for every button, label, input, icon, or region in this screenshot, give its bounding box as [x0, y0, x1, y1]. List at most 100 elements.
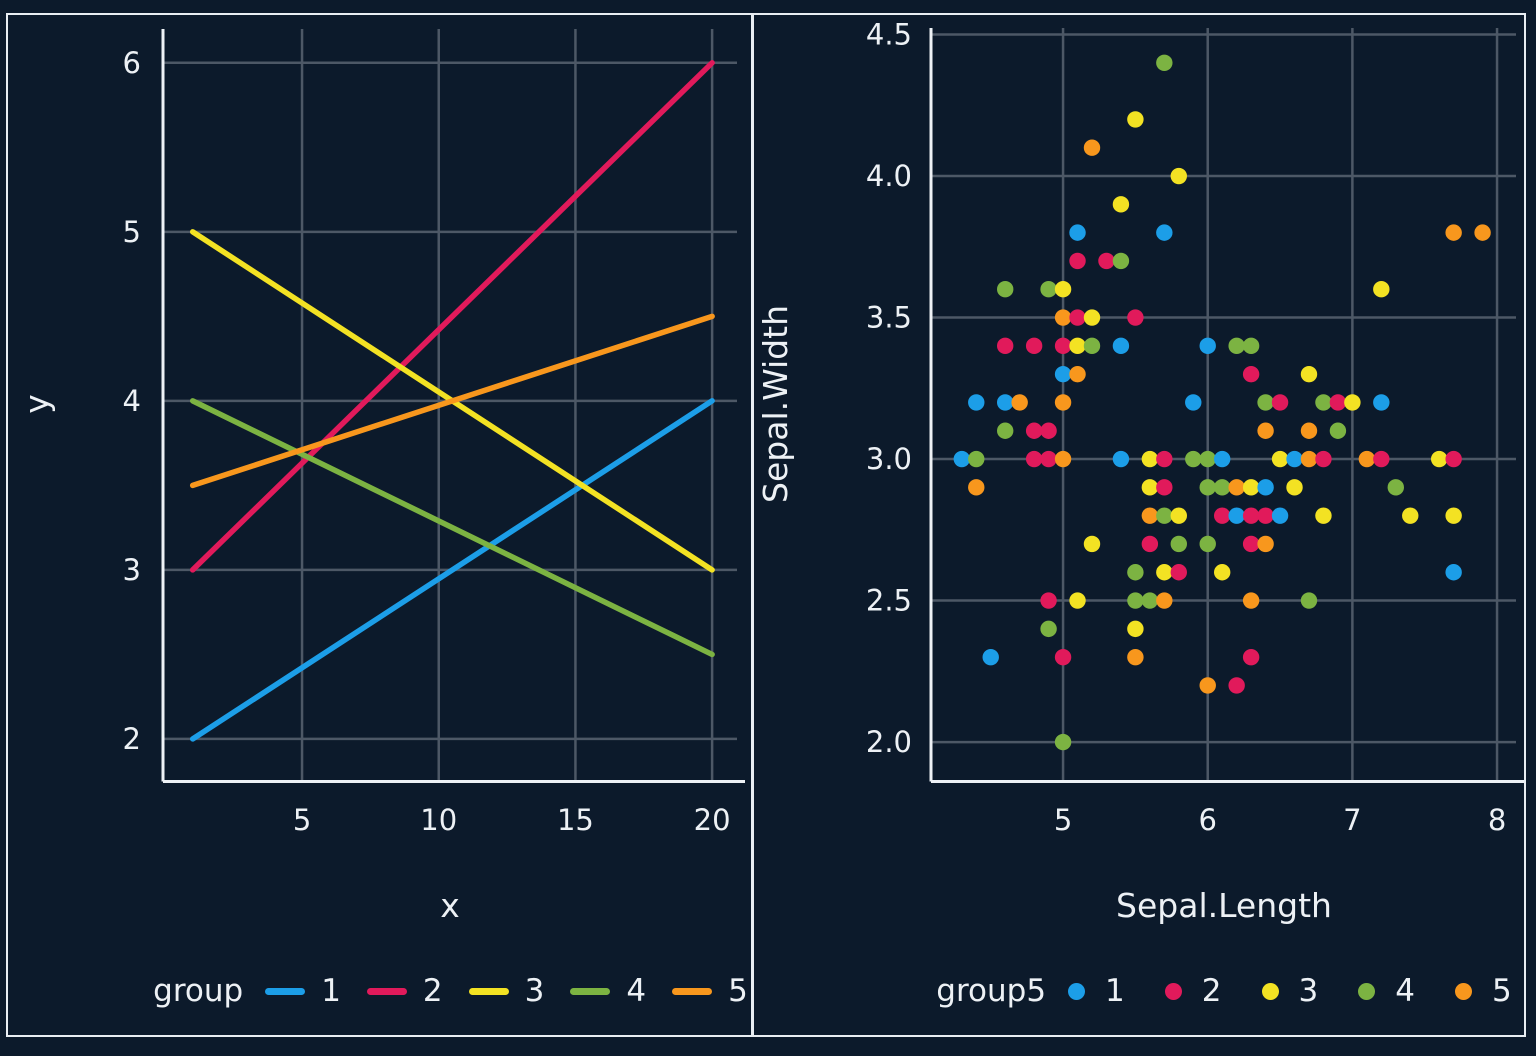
scatter-point: [1011, 394, 1028, 411]
legend-label: 5: [1491, 973, 1512, 1009]
scatter-point: [1199, 479, 1216, 496]
x-tick-label: 5: [293, 803, 311, 837]
legend-item-5: 5: [1454, 973, 1512, 1009]
scatter-point: [1141, 450, 1159, 468]
x-tick-label: 6: [1198, 803, 1216, 837]
scatter-point: [1445, 224, 1462, 241]
legend-swatch: [570, 987, 611, 995]
x-axis-title: Sepal.Length: [1116, 886, 1332, 925]
y-tick-label: 4: [123, 384, 141, 418]
legend-swatch: [1454, 982, 1472, 1000]
series-line-group-5: [189, 313, 715, 489]
x-tick-label: 8: [1488, 803, 1506, 837]
scatter-point: [1083, 309, 1101, 326]
scatter-point: [1083, 337, 1101, 355]
scatter-point: [982, 648, 999, 666]
legend-swatch: [1164, 982, 1182, 1000]
legend-item-1: 1: [265, 973, 341, 1009]
scatter-point: [1112, 252, 1130, 270]
scatter-point: [1228, 677, 1245, 694]
scatter-point: [1054, 450, 1072, 468]
y-tick-label: 2: [123, 722, 141, 756]
scatter-point: [1199, 450, 1216, 468]
scatter-point: [1271, 450, 1289, 468]
legend-label: 1: [321, 973, 341, 1009]
legend-item-2: 2: [1164, 973, 1222, 1009]
scatter-point: [1083, 139, 1101, 156]
scatter-point: [996, 394, 1014, 411]
legend-item-3: 3: [1261, 973, 1318, 1009]
legend-label: 5: [728, 973, 748, 1009]
scatter-point: [1286, 479, 1303, 496]
scatter-point: [1141, 479, 1159, 496]
scatter-point: [1141, 535, 1159, 553]
legend-label: 4: [626, 973, 647, 1009]
x-tick-label: 5: [1054, 803, 1072, 837]
scatter-point: [1069, 309, 1086, 326]
legend-item-2: 2: [366, 973, 443, 1009]
scatter-point: [1329, 394, 1347, 411]
outer-frame: [6, 13, 1526, 1037]
scatter-point: [1025, 422, 1043, 439]
scatter-point: [1199, 535, 1216, 553]
scatter-point: [1387, 479, 1404, 496]
scatter-point: [1040, 281, 1057, 298]
scatter-point: [1300, 422, 1318, 439]
scatter-point: [968, 394, 985, 411]
series-line-group-1: [189, 398, 715, 742]
scatter-point: [1040, 592, 1057, 609]
scatter-point: [1402, 507, 1419, 524]
scatter-point: [1445, 450, 1462, 468]
scatter-point: [1242, 479, 1260, 496]
scatter-point: [1474, 224, 1491, 241]
y-tick-label: 2.5: [866, 584, 912, 618]
scatter-point: [1069, 224, 1086, 241]
scatter-point: [1112, 196, 1130, 213]
scatter-point: [1257, 479, 1274, 496]
x-axis-title: x: [440, 886, 460, 925]
scatter-point: [1069, 365, 1086, 383]
scatter-point: [1242, 365, 1260, 383]
scatter-point: [1054, 365, 1072, 383]
legend-swatch: [672, 987, 713, 995]
scatter-point: [1054, 337, 1072, 355]
scatter-point: [1242, 337, 1260, 355]
series-line-group-4: [189, 398, 715, 658]
legend-swatch: [468, 987, 509, 995]
scatter-point: [1300, 592, 1318, 609]
scatter-point: [1069, 592, 1086, 609]
scatter-chart-legend: group5 1 2 3 4 5: [932, 963, 1516, 1019]
scatter-point: [1170, 507, 1187, 524]
scatter-point: [1445, 507, 1462, 524]
legend-item-4: 4: [570, 973, 646, 1009]
scatter-point: [1213, 479, 1231, 496]
scatter-point: [1228, 479, 1245, 496]
scatter-point: [1156, 224, 1173, 241]
legend-swatch: [1261, 982, 1279, 1000]
scatter-point: [1170, 535, 1187, 553]
scatter-point: [1127, 564, 1144, 581]
scatter-point: [1199, 337, 1216, 355]
scatter-point: [1242, 507, 1260, 524]
scatter-point: [1373, 394, 1390, 411]
legend-items: 1 2 3 4 5: [265, 973, 748, 1009]
scatter-point: [1127, 309, 1144, 326]
scatter-point: [1156, 564, 1173, 581]
scatter-point: [1069, 337, 1086, 355]
scatter-point: [1069, 252, 1086, 270]
scatter-point: [1040, 450, 1057, 468]
scatter-point: [1156, 592, 1173, 609]
scatter-point: [953, 450, 971, 468]
legend-swatch: [366, 987, 407, 995]
scatter-point: [1127, 592, 1144, 609]
scatter-point: [1112, 450, 1130, 468]
y-tick-label: 3.0: [866, 442, 912, 476]
scatter-point: [1054, 733, 1072, 751]
scatter-point: [1112, 337, 1130, 355]
scatter-point: [1054, 648, 1072, 666]
scatter-point: [1025, 337, 1043, 355]
legend-label: 3: [524, 973, 545, 1009]
scatter-point: [1127, 111, 1144, 128]
scatter-point: [996, 281, 1014, 298]
